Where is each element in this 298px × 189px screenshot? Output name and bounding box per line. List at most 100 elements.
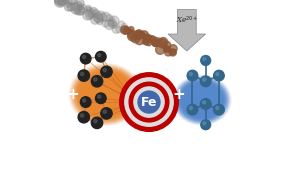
- Circle shape: [203, 57, 206, 60]
- Circle shape: [58, 0, 66, 6]
- Ellipse shape: [196, 95, 208, 105]
- Circle shape: [105, 19, 114, 29]
- Circle shape: [119, 21, 125, 27]
- Ellipse shape: [180, 82, 224, 119]
- Circle shape: [152, 41, 158, 46]
- Ellipse shape: [192, 91, 212, 109]
- Circle shape: [55, 0, 66, 7]
- Ellipse shape: [195, 94, 209, 106]
- Ellipse shape: [195, 94, 209, 106]
- Circle shape: [80, 53, 91, 64]
- Ellipse shape: [193, 93, 210, 107]
- Circle shape: [121, 26, 129, 34]
- Circle shape: [127, 29, 132, 34]
- Circle shape: [123, 28, 129, 34]
- Circle shape: [91, 76, 103, 87]
- Ellipse shape: [187, 87, 217, 113]
- Circle shape: [203, 78, 206, 81]
- Circle shape: [201, 56, 211, 65]
- Circle shape: [66, 0, 72, 5]
- Ellipse shape: [73, 67, 138, 122]
- Polygon shape: [132, 106, 166, 125]
- Circle shape: [78, 112, 89, 123]
- Circle shape: [124, 27, 129, 32]
- Circle shape: [103, 110, 106, 113]
- Circle shape: [129, 27, 134, 32]
- Ellipse shape: [190, 90, 214, 110]
- Circle shape: [216, 106, 219, 110]
- Ellipse shape: [186, 86, 218, 114]
- Circle shape: [169, 45, 177, 53]
- Ellipse shape: [183, 84, 221, 117]
- Ellipse shape: [80, 73, 131, 116]
- Circle shape: [163, 46, 170, 52]
- Circle shape: [91, 16, 99, 24]
- Circle shape: [87, 7, 92, 12]
- Circle shape: [128, 30, 136, 39]
- Circle shape: [109, 16, 119, 26]
- Ellipse shape: [199, 98, 204, 102]
- Circle shape: [96, 93, 106, 104]
- Circle shape: [80, 114, 84, 117]
- Ellipse shape: [176, 78, 228, 122]
- Circle shape: [120, 73, 178, 131]
- Polygon shape: [168, 9, 206, 51]
- Circle shape: [78, 70, 89, 81]
- Circle shape: [150, 36, 157, 44]
- Ellipse shape: [77, 70, 134, 119]
- Ellipse shape: [86, 78, 125, 111]
- Circle shape: [189, 72, 193, 76]
- Circle shape: [152, 40, 159, 46]
- Circle shape: [134, 87, 164, 117]
- Ellipse shape: [76, 69, 135, 120]
- Ellipse shape: [75, 69, 136, 120]
- Ellipse shape: [191, 91, 213, 109]
- Circle shape: [76, 2, 81, 7]
- Circle shape: [101, 66, 112, 77]
- Ellipse shape: [72, 66, 139, 123]
- Circle shape: [142, 39, 148, 44]
- Ellipse shape: [87, 78, 125, 111]
- Ellipse shape: [178, 80, 226, 121]
- Ellipse shape: [194, 94, 210, 107]
- Ellipse shape: [90, 81, 121, 108]
- Circle shape: [96, 51, 106, 62]
- Circle shape: [187, 70, 198, 81]
- Ellipse shape: [94, 85, 117, 104]
- Ellipse shape: [83, 75, 128, 114]
- Ellipse shape: [181, 82, 223, 118]
- Circle shape: [216, 72, 219, 76]
- Circle shape: [64, 2, 73, 11]
- Circle shape: [143, 36, 149, 41]
- Circle shape: [170, 49, 176, 55]
- Ellipse shape: [196, 96, 207, 105]
- Ellipse shape: [192, 92, 212, 108]
- Ellipse shape: [100, 89, 111, 100]
- Circle shape: [111, 22, 118, 28]
- Text: Fe: Fe: [141, 96, 157, 108]
- Circle shape: [77, 7, 85, 15]
- Ellipse shape: [104, 93, 107, 96]
- Circle shape: [121, 26, 126, 32]
- Ellipse shape: [94, 84, 118, 105]
- Ellipse shape: [188, 88, 216, 112]
- Ellipse shape: [99, 89, 112, 100]
- Ellipse shape: [190, 90, 213, 110]
- Circle shape: [148, 36, 155, 42]
- Circle shape: [78, 4, 87, 13]
- Circle shape: [94, 119, 97, 123]
- Ellipse shape: [85, 77, 126, 112]
- Circle shape: [89, 12, 94, 17]
- Circle shape: [97, 19, 103, 25]
- Circle shape: [67, 0, 77, 4]
- Circle shape: [189, 106, 193, 110]
- Ellipse shape: [72, 66, 139, 123]
- Ellipse shape: [78, 71, 133, 118]
- Ellipse shape: [98, 88, 113, 101]
- Ellipse shape: [96, 86, 115, 103]
- Ellipse shape: [173, 76, 230, 124]
- Circle shape: [101, 108, 112, 119]
- Circle shape: [169, 49, 176, 56]
- Circle shape: [135, 35, 144, 45]
- Ellipse shape: [184, 85, 220, 116]
